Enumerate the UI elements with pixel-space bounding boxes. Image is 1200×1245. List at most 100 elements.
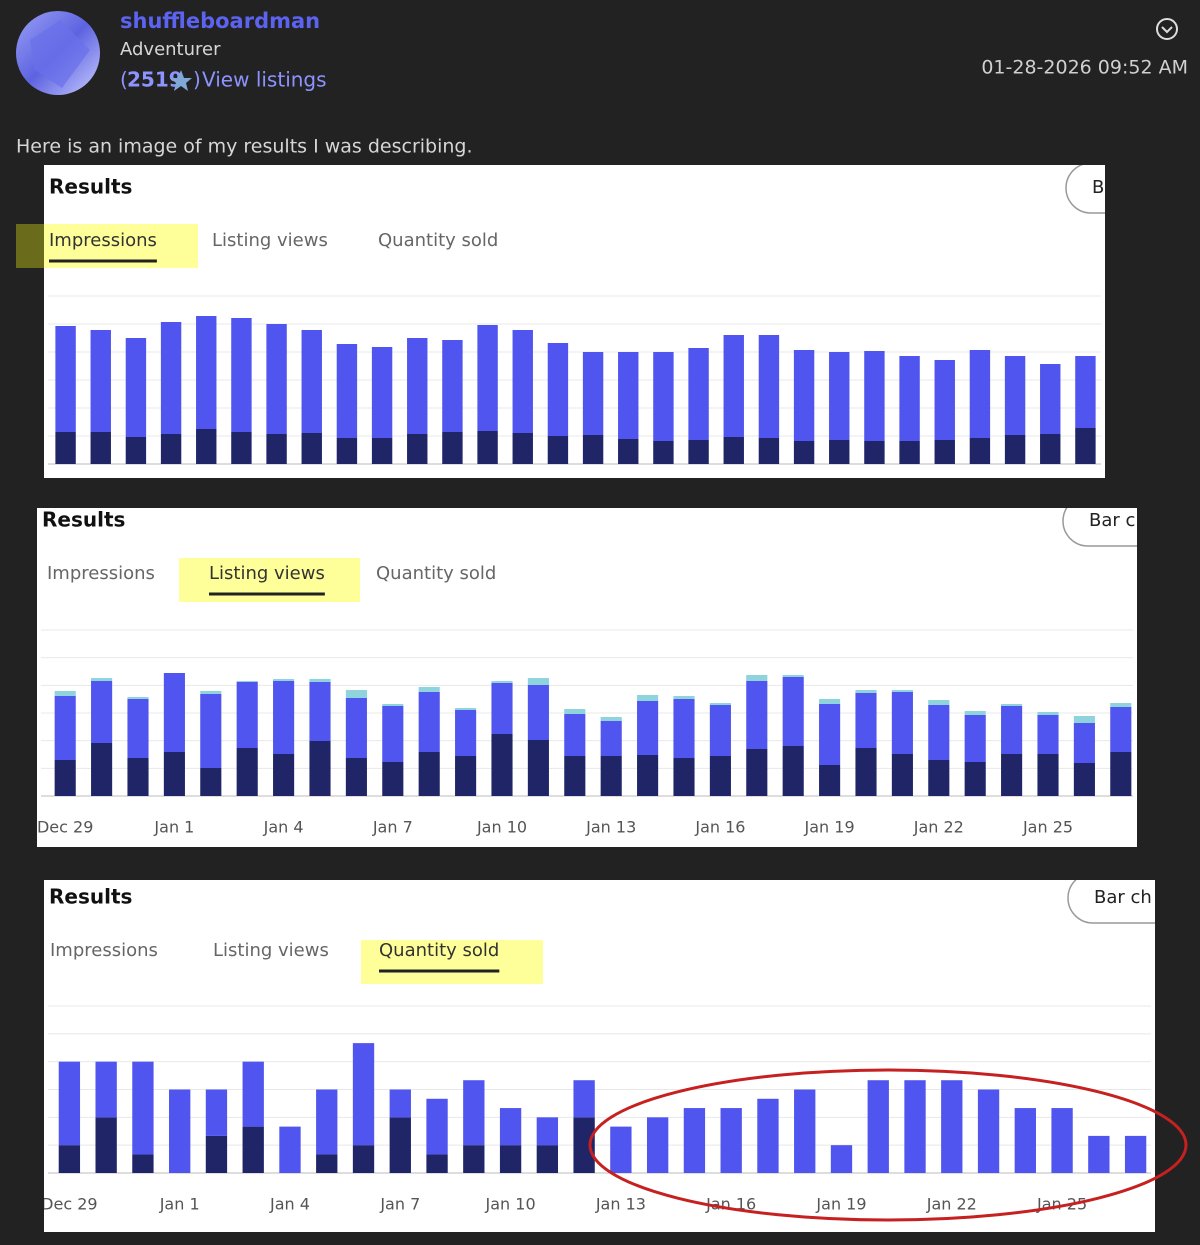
bar-segment — [371, 438, 393, 464]
bar-segment — [273, 679, 295, 681]
bar-segment — [499, 1108, 522, 1146]
bar-segment — [90, 432, 111, 464]
chart-type-button-label: Bar c — [1089, 510, 1135, 531]
chart-type-button[interactable] — [1065, 163, 1200, 214]
bar-segment — [1051, 1108, 1073, 1173]
x-tick-label: Jan 7 — [379, 1195, 420, 1214]
bar-segment — [618, 352, 639, 439]
bar-segment — [564, 709, 586, 714]
author-name[interactable]: shuffleboardman — [120, 9, 320, 33]
bar-segment — [54, 696, 76, 760]
bar-segment — [236, 682, 258, 748]
x-tick-label: Jan 4 — [269, 1195, 310, 1214]
bar-segment — [55, 432, 76, 464]
bar-segment — [127, 758, 149, 796]
bar-segment — [723, 335, 744, 437]
feedback-star — [170, 70, 192, 91]
chart-panel: Results Impressions Listing views Quantity … — [44, 873, 1200, 1232]
bar-segment — [205, 1089, 228, 1136]
tab[interactable]: Quantity sold — [379, 940, 499, 961]
view-listings-link[interactable]: View listings — [202, 68, 327, 92]
bar-segment — [463, 1080, 485, 1146]
bar-segment — [160, 434, 182, 464]
tab-highlight — [361, 940, 543, 984]
bar-segment — [758, 335, 780, 438]
bar-segment — [653, 441, 674, 464]
bar-segment — [91, 681, 113, 743]
bar-segment — [899, 441, 920, 464]
bar-segment — [95, 1117, 117, 1173]
bar-segment — [1073, 763, 1095, 796]
bar-segment — [132, 1061, 154, 1155]
tab[interactable]: Quantity sold — [376, 563, 496, 584]
tab[interactable]: Quantity sold — [378, 230, 498, 251]
bar-segment — [205, 1135, 228, 1173]
bar-segment — [200, 768, 222, 796]
x-tick-label: Jan 13 — [585, 818, 636, 837]
bar-segment — [782, 746, 804, 796]
bar-segment — [309, 741, 331, 796]
bar-segment — [127, 699, 149, 758]
bar-segment — [301, 330, 322, 433]
bar-segment — [1014, 1108, 1036, 1173]
bar-segment — [928, 700, 950, 705]
bar-segment — [442, 432, 463, 464]
bar-segment — [536, 1117, 559, 1146]
tab[interactable]: Impressions — [49, 230, 157, 251]
tab[interactable]: Listing views — [209, 563, 325, 584]
chart-type-button[interactable] — [1062, 496, 1200, 547]
bar-segment — [1001, 754, 1023, 796]
bar-segment — [527, 740, 549, 796]
bar-segment — [95, 1061, 117, 1118]
tab[interactable]: Listing views — [213, 940, 329, 961]
x-tick-label: Jan 16 — [705, 1195, 756, 1214]
bar-segment — [407, 338, 428, 434]
bar-segment — [600, 721, 622, 756]
tab[interactable]: Impressions — [47, 563, 155, 584]
bar-segment — [426, 1098, 448, 1155]
feedback-close: ) — [193, 68, 201, 92]
bar-segment — [891, 754, 913, 796]
bar-segment — [163, 673, 185, 752]
x-tick-label: Jan 22 — [913, 818, 964, 837]
x-tick-label: Jan 10 — [476, 818, 527, 837]
x-tick-label: Jan 7 — [372, 818, 413, 837]
bar-segment — [673, 699, 695, 758]
bar-segment — [512, 433, 533, 464]
bar-segment — [600, 756, 622, 796]
chart-type-button[interactable] — [1067, 873, 1200, 924]
bar-segment — [196, 316, 217, 429]
bar-segment — [855, 748, 877, 796]
bar-segment — [491, 681, 513, 683]
bar-segment — [1088, 1135, 1110, 1173]
bar-segment — [1001, 704, 1023, 706]
charts: Results Impressions Listing views Quantity … — [16, 163, 1200, 1232]
bar-segment — [527, 685, 549, 740]
bar-segment — [723, 437, 744, 464]
tab[interactable]: Impressions — [50, 940, 158, 961]
options-button[interactable] — [1156, 18, 1178, 40]
tab[interactable]: Listing views — [212, 230, 328, 251]
panel-background — [44, 880, 1155, 1232]
bar-segment — [746, 749, 768, 796]
bar-segment — [709, 756, 731, 796]
bar-segment — [382, 762, 404, 796]
bar-segment — [127, 697, 149, 699]
bar-segment — [527, 678, 549, 685]
bar-segment — [758, 438, 780, 464]
bar-segment — [426, 1154, 448, 1173]
bar-segment — [455, 756, 477, 796]
bar-segment — [1037, 715, 1059, 754]
bar-segment — [653, 352, 674, 441]
bar-segment — [382, 704, 404, 706]
bar-segment — [964, 711, 986, 715]
bar-segment — [1073, 716, 1095, 723]
bar-segment — [720, 1108, 742, 1173]
bar-segment — [782, 677, 804, 746]
bar-segment — [512, 330, 533, 433]
bar-segment — [867, 1080, 889, 1173]
bar-segment — [236, 748, 258, 796]
chart-title: Results — [42, 508, 125, 532]
bar-segment — [345, 690, 367, 698]
